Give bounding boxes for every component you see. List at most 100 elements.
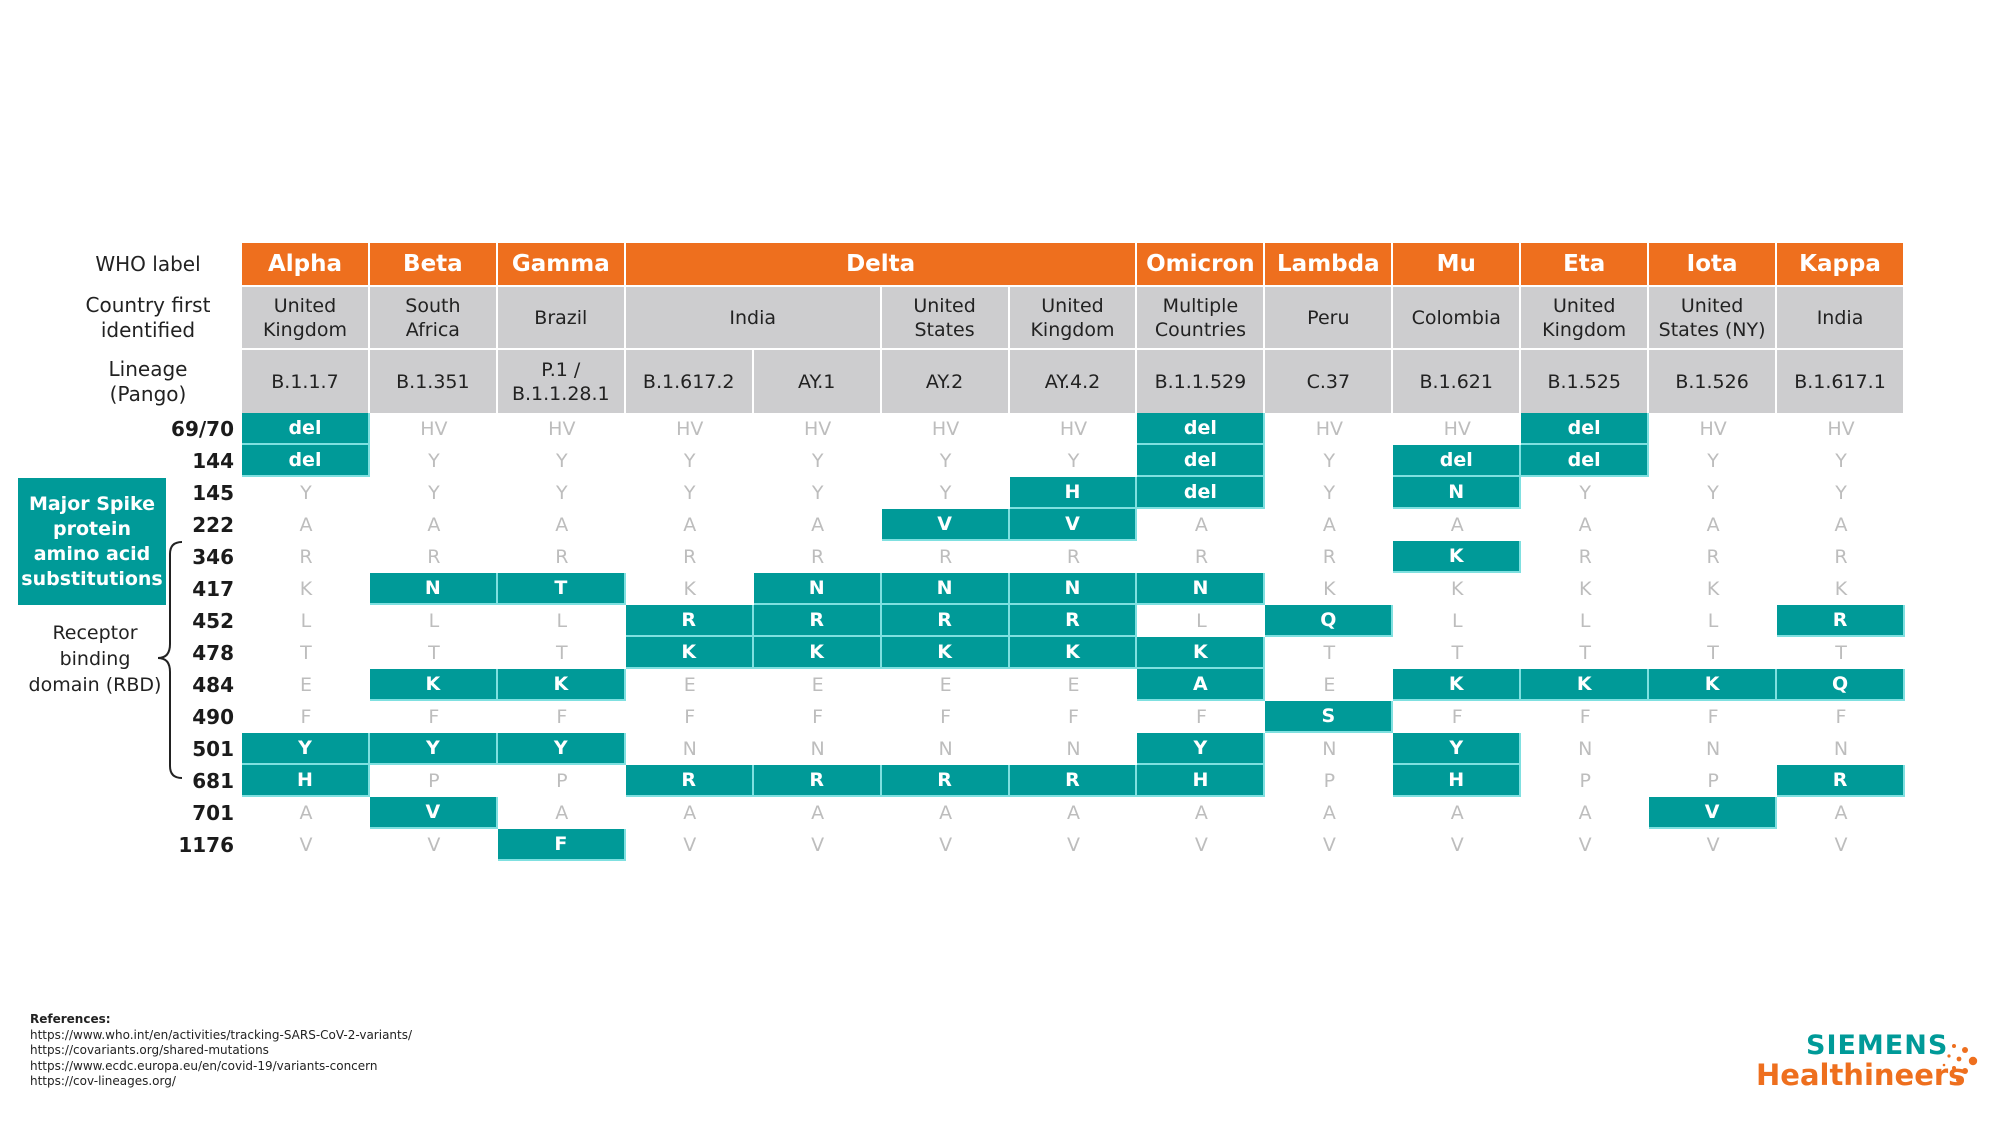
reference-cell: N xyxy=(1578,738,1593,760)
reference-link[interactable]: https://covariants.org/shared-mutations xyxy=(30,1043,269,1057)
country-cell: Colombia xyxy=(1393,287,1522,348)
mutation-cell: V xyxy=(369,797,498,829)
mutation-cell: T xyxy=(497,573,626,605)
lineage-cell: B.1.351 xyxy=(369,350,498,413)
reference-cell: K xyxy=(1706,578,1720,600)
reference-cell: V xyxy=(1194,834,1208,856)
lineage-cell: B.1.525 xyxy=(1521,350,1650,413)
position-label: 144 xyxy=(192,449,234,473)
reference-cell: R xyxy=(427,546,441,568)
reference-cell: Y xyxy=(1707,450,1719,472)
reference-cell: P xyxy=(428,770,440,792)
reference-cell: A xyxy=(1194,514,1208,536)
reference-cell: T xyxy=(1835,642,1847,664)
mutation-cell: del xyxy=(242,445,370,477)
position-label: 501 xyxy=(192,737,234,761)
reference-cell: HV xyxy=(420,418,448,440)
position-label: 145 xyxy=(192,481,234,505)
country-cell: United Kingdom xyxy=(1009,287,1138,348)
reference-cell: L xyxy=(556,610,568,632)
country-cell: United Kingdom xyxy=(1521,287,1650,348)
reference-cell: F xyxy=(1068,706,1079,728)
mutation-cell: del xyxy=(1521,413,1650,445)
mutation-cell: R xyxy=(881,765,1010,797)
reference-cell: R xyxy=(1706,546,1720,568)
mutation-cell: R xyxy=(1009,765,1138,797)
reference-cell: R xyxy=(299,546,313,568)
mutation-cell: R xyxy=(1009,605,1138,637)
reference-cell: F xyxy=(556,706,568,728)
reference-cell: F xyxy=(1835,706,1847,728)
country-cell: Multiple Countries xyxy=(1137,287,1266,348)
reference-link[interactable]: https://www.who.int/en/activities/tracki… xyxy=(30,1027,413,1042)
mutation-cell: K xyxy=(1009,637,1138,669)
mutation-cell: del xyxy=(242,413,370,445)
reference-cell: A xyxy=(811,514,825,536)
reference-cell: F xyxy=(940,706,952,728)
mutation-cell: K xyxy=(497,669,626,701)
reference-cell: Y xyxy=(683,482,696,504)
reference-cell: L xyxy=(1196,610,1207,632)
reference-cell: A xyxy=(1834,514,1848,536)
reference-cell: R xyxy=(683,546,697,568)
reference-cell: Y xyxy=(1067,450,1080,472)
position-label: 681 xyxy=(192,769,234,793)
position-label: 452 xyxy=(192,609,234,633)
reference-cell: A xyxy=(1194,802,1208,824)
reference-cell: A xyxy=(1066,802,1080,824)
country-cell: India xyxy=(1777,287,1905,348)
reference-cell: N xyxy=(1322,738,1337,760)
mutation-cell: Q xyxy=(1265,605,1394,637)
reference-cell: A xyxy=(1450,802,1464,824)
position-label: 417 xyxy=(192,577,234,601)
reference-cell: L xyxy=(300,610,312,632)
reference-cell: Y xyxy=(811,450,824,472)
reference-cell: A xyxy=(555,514,569,536)
mutation-cell: R xyxy=(881,605,1010,637)
reference-cell: K xyxy=(1578,578,1592,600)
reference-cell: T xyxy=(556,642,568,664)
mutation-cell: Y xyxy=(497,733,626,765)
reference-cell: P xyxy=(1323,770,1336,792)
reference-cell: Y xyxy=(939,482,952,504)
lineage-cell: B.1.621 xyxy=(1393,350,1522,413)
mutation-cell: N xyxy=(1009,573,1138,605)
reference-cell: R xyxy=(1578,546,1592,568)
reference-cell: HV xyxy=(1443,418,1471,440)
lineage-cell: B.1.617.1 xyxy=(1777,350,1905,413)
reference-cell: P xyxy=(1707,770,1719,792)
reference-cell: F xyxy=(684,706,696,728)
reference-cell: V xyxy=(1066,834,1080,856)
reference-cell: HV xyxy=(548,418,576,440)
logo-siemens-text: SIEMENS xyxy=(1806,1030,1949,1061)
who-label-iota: Iota xyxy=(1649,243,1778,285)
reference-link[interactable]: https://cov-lineages.org/ xyxy=(30,1074,176,1088)
lineage-cell: B.1.526 xyxy=(1649,350,1778,413)
reference-cell: F xyxy=(812,706,824,728)
spike-substitutions-label: Major Spike protein amino acid substitut… xyxy=(18,478,166,605)
reference-link[interactable]: https://www.ecdc.europa.eu/en/covid-19/v… xyxy=(30,1058,378,1073)
mutation-cell: K xyxy=(1521,669,1650,701)
reference-cell: A xyxy=(811,802,825,824)
reference-cell: L xyxy=(1579,610,1591,632)
reference-cell: T xyxy=(428,642,440,664)
who-label-delta: Delta xyxy=(625,243,1138,285)
mutation-cell: R xyxy=(1777,765,1905,797)
reference-cell: A xyxy=(427,514,441,536)
mutation-cell: N xyxy=(1393,477,1522,509)
reference-cell: K xyxy=(1834,578,1848,600)
mutation-cell: A xyxy=(1137,669,1266,701)
reference-cell: N xyxy=(810,738,825,760)
reference-cell: N xyxy=(1833,738,1849,760)
reference-cell: V xyxy=(683,834,697,856)
lineage-cell: AY.4.2 xyxy=(1009,350,1138,413)
mutation-cell: N xyxy=(369,573,498,605)
reference-cell: F xyxy=(1195,706,1207,728)
reference-cell: A xyxy=(683,514,697,536)
country-cell: Brazil xyxy=(497,287,626,348)
reference-cell: Y xyxy=(556,482,568,504)
reference-cell: HV xyxy=(1699,418,1727,440)
country-cell: United Kingdom xyxy=(242,287,370,348)
mutation-cell: Q xyxy=(1777,669,1905,701)
mutation-cell: H xyxy=(1009,477,1138,509)
